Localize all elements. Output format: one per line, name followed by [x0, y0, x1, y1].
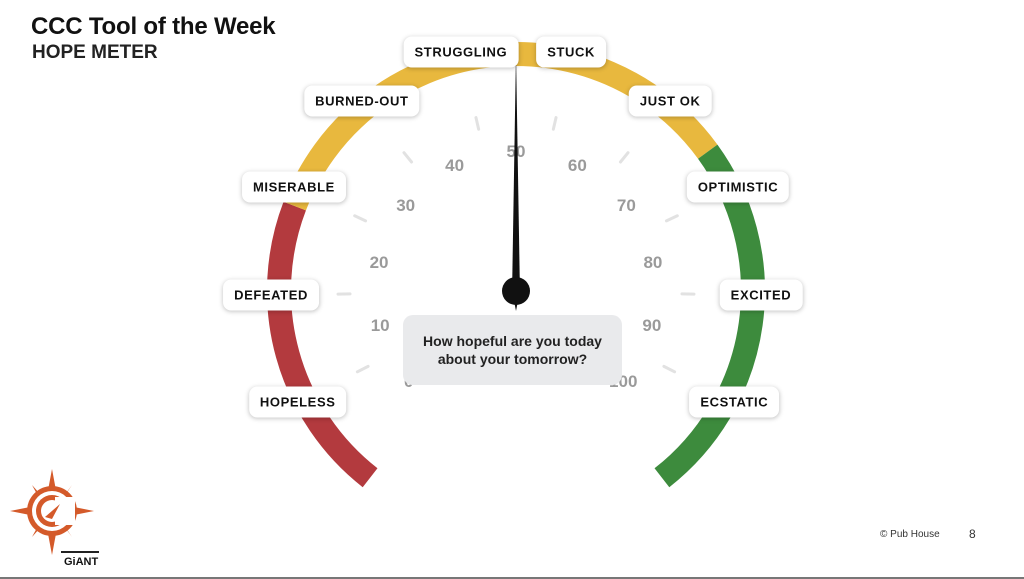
- label-struggling: STRUGGLING: [403, 36, 519, 68]
- gauge-needle: [502, 53, 530, 311]
- label-hopeless: HOPELESS: [248, 386, 347, 418]
- label-optimistic: OPTIMISTIC: [686, 171, 790, 203]
- page-number: 8: [969, 527, 976, 541]
- bottom-divider: [0, 577, 1024, 579]
- footer-copyright: © Pub House: [880, 529, 940, 540]
- minor-tick: [402, 151, 414, 164]
- minor-tick: [353, 214, 368, 223]
- tick-label-90: 90: [642, 316, 661, 335]
- needle-pointer: [512, 53, 520, 311]
- minor-tick: [662, 364, 677, 374]
- tick-label-80: 80: [643, 253, 662, 272]
- page-title: CCC Tool of the Week: [31, 13, 276, 40]
- tick-label-40: 40: [445, 156, 464, 175]
- ccc-giant-logo: GiANT: [10, 469, 99, 568]
- label-burned-out: BURNED-OUT: [304, 85, 420, 117]
- label-excited: EXCITED: [719, 279, 803, 311]
- tick-label-70: 70: [617, 196, 636, 215]
- label-miserable: MISERABLE: [241, 171, 346, 203]
- minor-tick: [474, 116, 481, 131]
- tick-label-10: 10: [371, 316, 390, 335]
- question-box: How hopeful are you today about your tom…: [403, 315, 622, 385]
- tick-label-60: 60: [568, 156, 587, 175]
- minor-tick: [618, 151, 630, 164]
- minor-tick: [551, 116, 558, 131]
- label-defeated: DEFEATED: [223, 279, 319, 311]
- minor-tick: [664, 214, 679, 223]
- label-just-ok: JUST OK: [628, 85, 712, 117]
- compass-logo-icon: [10, 469, 94, 555]
- needle-hub: [502, 277, 530, 305]
- tick-label-30: 30: [396, 196, 415, 215]
- arc-segment-red: [267, 201, 378, 488]
- gauge-ticks: [336, 116, 696, 374]
- label-ecstatic: ECSTATIC: [689, 386, 780, 418]
- minor-tick: [355, 364, 370, 374]
- tick-label-20: 20: [370, 253, 389, 272]
- logo-wordmark: GiANT: [64, 556, 99, 568]
- label-stuck: STUCK: [536, 36, 606, 68]
- question-text: How hopeful are you today about your tom…: [423, 333, 602, 367]
- arc-segment-yellow: [283, 42, 718, 211]
- page-subtitle: HOPE METER: [32, 42, 158, 63]
